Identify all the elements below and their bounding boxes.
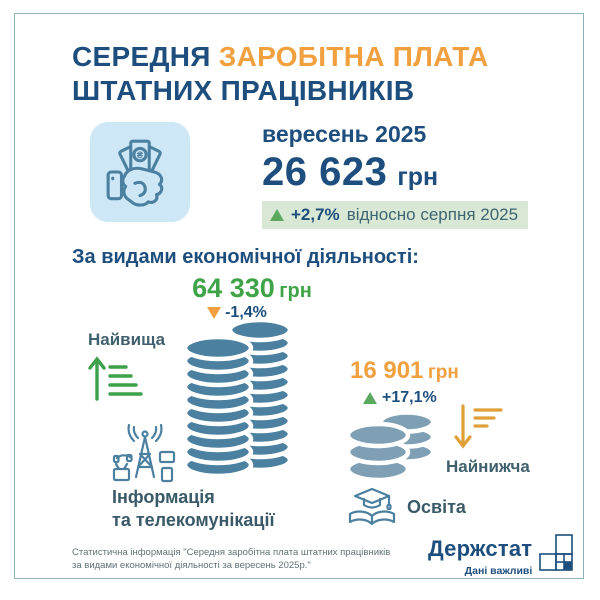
highest-change: -1,4% [157,304,317,322]
lowest-salary-value: 16 901 [350,357,424,384]
highest-category-label: Інформація та телекомунікації [112,487,275,530]
title-part-dark: СЕРЕДНЯ [72,41,219,72]
average-salary-value: 26 623 [262,150,388,194]
highest-tag: Найвища [88,330,166,349]
currency-label: грн [397,163,439,191]
sort-ascending-icon [88,356,143,401]
highest-salary: 64 330 грн [157,273,347,304]
source-footnote: Статистична інформація "Середня заробітн… [72,547,391,571]
logo-name: Держстат [428,536,533,561]
hryvnia-symbol: ₴ [137,150,143,160]
page-title: СЕРЕДНЯ ЗАРОБІТНА ПЛАТА ШТАТНИХ ПРАЦІВНИ… [72,40,542,108]
change-percent: +2,7% [291,205,340,224]
salary-icon-box: ₴ [90,122,190,222]
change-badge: +2,7% відносно серпня 2025 [262,201,529,229]
lowest-currency-label: грн [427,362,459,383]
highest-salary-value: 64 330 [192,273,275,303]
derzhstat-logo-mark-icon [539,534,574,571]
title-part-accent: ЗАРОБІТНА ПЛАТА [218,41,489,72]
telecom-tower-icon [112,423,176,483]
lowest-salary: 16 901 грн [350,357,459,385]
average-salary: 26 623 грн [262,150,528,195]
tall-coin-stack-icon [182,317,293,479]
section-label: За видами економічної діяльності: [72,246,419,268]
infographic-card [14,13,584,579]
lowest-category-label: Освіта [407,497,466,517]
lowest-tag: Найнижча [446,457,530,476]
education-icon [348,487,396,526]
lowest-change: +17,1% [363,389,437,407]
small-coin-stack-icon [345,410,436,483]
hand-money-icon: ₴ [106,139,164,207]
change-note: відносно серпня 2025 [346,205,519,224]
increase-triangle-icon [363,392,377,404]
lowest-change-percent: +17,1% [382,389,437,406]
highest-change-percent: -1,4% [225,304,267,321]
hero-stats: вересень 2025 26 623 грн +2,7% відносно … [262,121,529,229]
logo-tagline: Дані важливі [464,565,533,577]
logo-texts: Держстат Дані важливі [428,534,532,577]
increase-triangle-icon [270,209,284,221]
highest-currency-label: грн [279,280,312,302]
title-line2: ШТАТНИХ ПРАЦІВНИКІВ [72,75,415,106]
decrease-triangle-icon [207,307,222,319]
sort-descending-icon [454,404,503,449]
derzhstat-logo: Держстат Дані важливі [428,534,579,578]
period-label: вересень 2025 [262,121,427,147]
